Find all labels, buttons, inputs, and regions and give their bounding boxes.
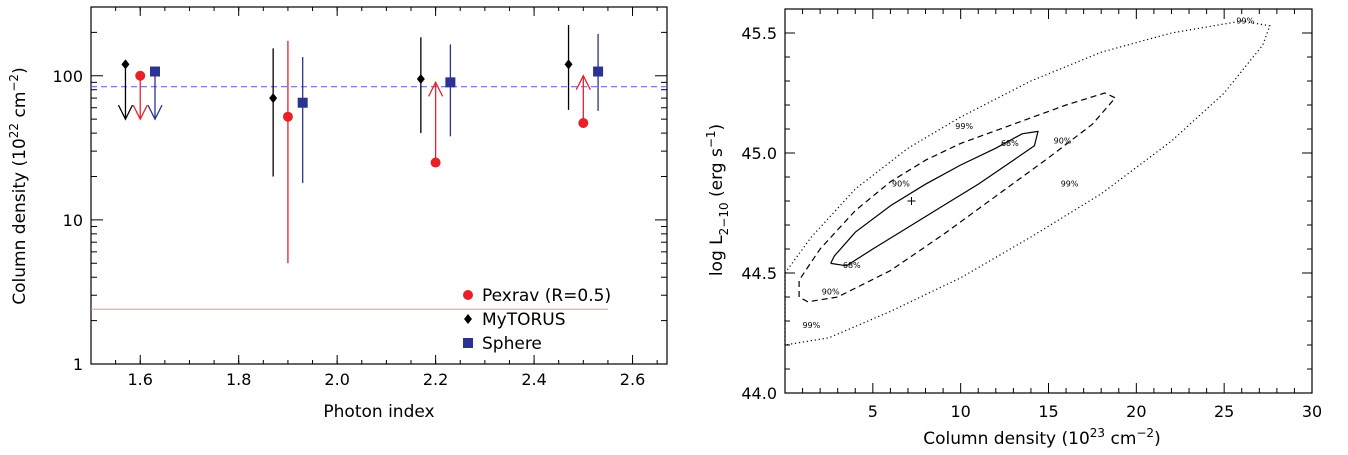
contour-label: 68% xyxy=(843,261,861,270)
data-point-diamond xyxy=(564,59,573,70)
right-plot-frame xyxy=(784,8,1313,394)
legend-marker-circle xyxy=(463,290,473,300)
upper-limit-arrow-head xyxy=(117,104,134,121)
left-y-tick-label: 100 xyxy=(52,67,83,86)
left-x-tick-label: 2.4 xyxy=(521,370,546,389)
data-point-circle xyxy=(282,111,293,122)
left-x-tick-label: 2.2 xyxy=(423,370,448,389)
right-x-tick-label: 25 xyxy=(1214,402,1234,421)
right-x-tick-label: 30 xyxy=(1302,402,1322,421)
contour-label: 68% xyxy=(1001,139,1019,148)
contour-solid xyxy=(830,130,1039,267)
contour-label: 99% xyxy=(1061,180,1079,189)
left-x-tick-label: 1.8 xyxy=(226,370,251,389)
contour-dotted xyxy=(784,20,1271,346)
left-x-axis-label: Photon index xyxy=(323,402,434,422)
data-point-square xyxy=(445,77,456,88)
left-y-tick-label: 10 xyxy=(63,211,83,230)
legend-marker-square xyxy=(463,338,473,348)
left-plot-frame xyxy=(90,6,668,365)
right-y-tick-label: 45.0 xyxy=(741,144,777,163)
contour-label: 99% xyxy=(802,321,820,330)
left-y-axis-label: Column density (1022 cm−2) xyxy=(7,67,30,304)
right-x-tick-label: 10 xyxy=(950,402,970,421)
data-point-square xyxy=(150,66,160,77)
left-x-tick-label: 2.0 xyxy=(324,370,349,389)
left-legend: Pexrav (R=0.5) MyTORUS Sphere xyxy=(463,286,611,354)
data-point-diamond xyxy=(121,59,130,70)
photon-index-panel: 1.6 1.8 2.0 2.2 2.4 2.6 1 10 100 Pexrav (R=0.5) M… xyxy=(7,6,668,422)
left-x-tick-label: 2.6 xyxy=(620,370,645,389)
contour-label: 90% xyxy=(1054,136,1072,145)
contour-label: 99% xyxy=(955,122,973,131)
legend-label: MyTORUS xyxy=(482,310,566,330)
upper-limit-arrow-head xyxy=(147,104,163,121)
data-point-diamond xyxy=(416,73,425,84)
data-point-circle xyxy=(135,70,146,81)
lower-limit-arrow-head xyxy=(428,80,444,97)
contour-label: 99% xyxy=(1236,16,1254,25)
right-x-axis-label: Column density (1023 cm−2) xyxy=(923,426,1160,449)
right-x-tick-label: 5 xyxy=(868,402,878,421)
data-point-square xyxy=(593,66,604,77)
contour-label: 90% xyxy=(822,288,840,297)
right-y-axis-label: log L2−10 (erg s−1) xyxy=(704,124,731,276)
right-y-tick-label: 44.5 xyxy=(741,264,777,283)
data-point-circle xyxy=(578,118,589,129)
left-y-tick-label: 1 xyxy=(73,355,83,374)
legend-label: Sphere xyxy=(482,334,542,354)
data-point-square xyxy=(297,97,308,108)
contour-panel: 5 10 15 20 25 30 44.0 44.5 45.0 45.5 68% 68% 90% 90%… xyxy=(704,8,1322,449)
legend-label: Pexrav (R=0.5) xyxy=(482,286,611,306)
lower-limit-arrow-head xyxy=(575,74,591,91)
legend-marker-diamond xyxy=(464,314,472,324)
right-y-tick-label: 44.0 xyxy=(741,384,777,403)
contour-label: 90% xyxy=(892,180,910,189)
right-x-tick-label: 15 xyxy=(1038,402,1058,421)
data-point-diamond xyxy=(269,93,278,104)
left-x-tick-label: 1.6 xyxy=(128,370,153,389)
upper-limit-arrow-head xyxy=(132,104,148,121)
data-point-circle xyxy=(430,157,441,168)
contour-dashed xyxy=(798,92,1117,303)
right-x-tick-label: 20 xyxy=(1126,402,1146,421)
right-y-tick-label: 45.5 xyxy=(741,24,777,43)
